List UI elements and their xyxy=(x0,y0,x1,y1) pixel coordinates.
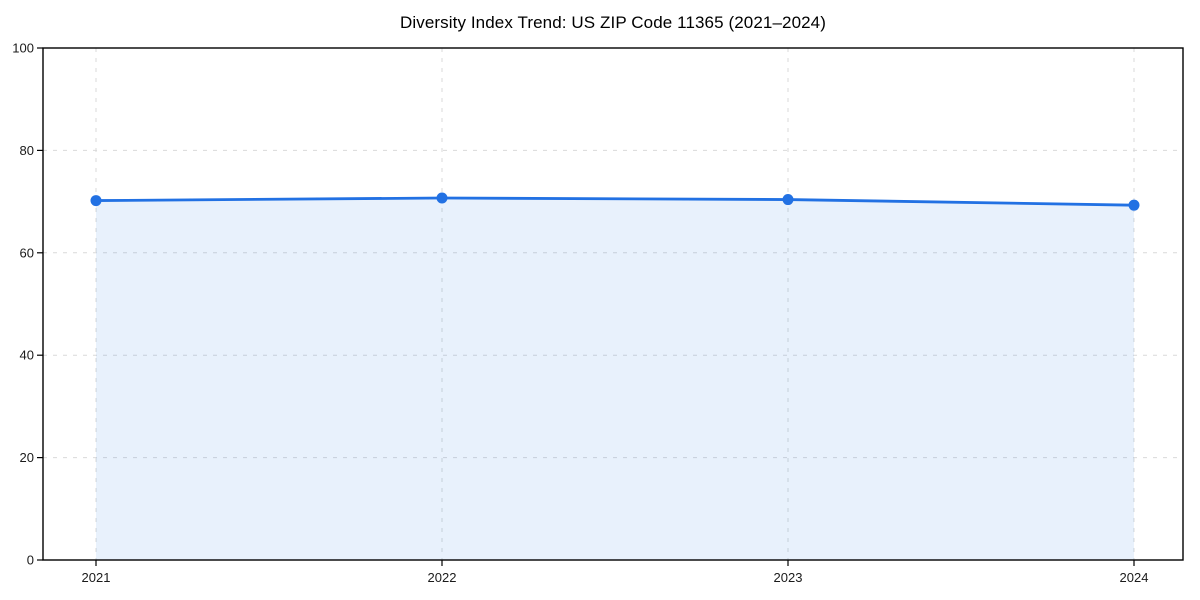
x-tick-label-2023: 2023 xyxy=(774,570,803,585)
chart-title: Diversity Index Trend: US ZIP Code 11365… xyxy=(399,13,827,32)
data-point-2021 xyxy=(90,195,102,207)
y-tick-label-40: 40 xyxy=(20,348,34,363)
x-tick-label-2021: 2021 xyxy=(82,570,111,585)
y-tick-label-60: 60 xyxy=(20,245,34,260)
x-tick-label-2024: 2024 xyxy=(1120,570,1149,585)
y-tick-label-100: 100 xyxy=(12,41,34,56)
trend-line xyxy=(94,196,1136,207)
data-point-2024 xyxy=(1128,199,1140,211)
plot-border xyxy=(42,47,1184,561)
data-point-2023 xyxy=(782,194,794,206)
y-tick-label-80: 80 xyxy=(20,143,34,158)
area-fill xyxy=(96,198,1134,561)
y-tick-label-0: 0 xyxy=(27,553,34,568)
x-tick-label-2022: 2022 xyxy=(428,570,457,585)
y-tick-label-20: 20 xyxy=(20,450,34,465)
data-point-2022 xyxy=(436,192,448,204)
